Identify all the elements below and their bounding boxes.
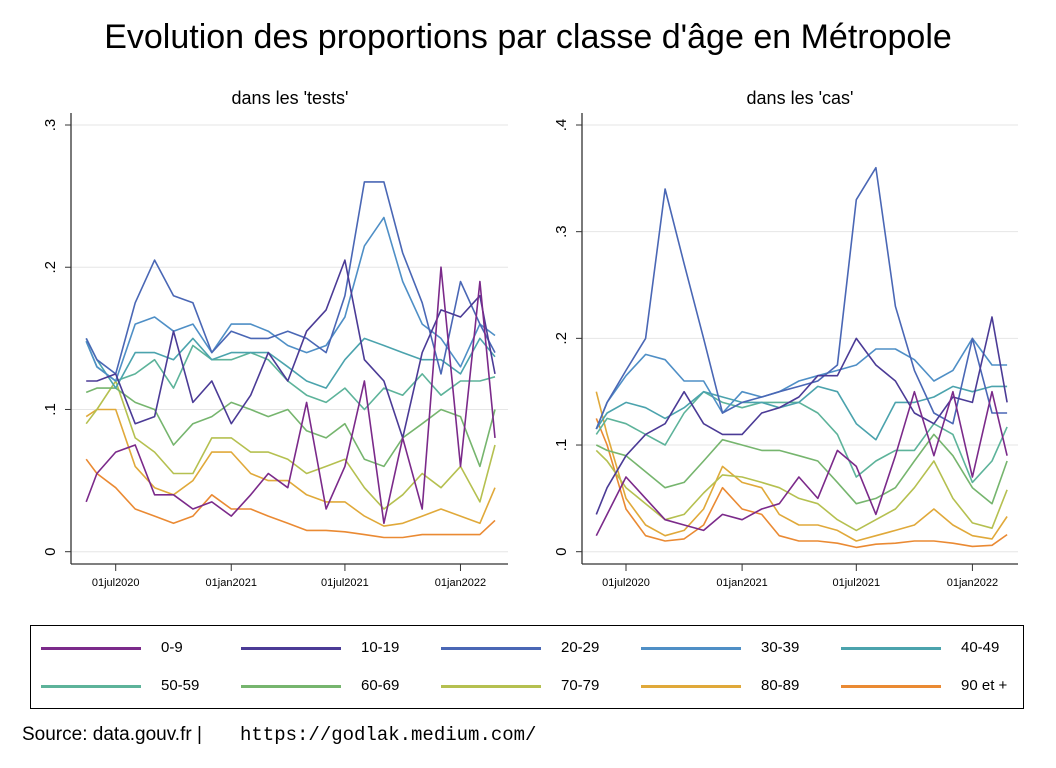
legend-label: 20-29 bbox=[561, 639, 600, 656]
legend-item: 10-19 bbox=[231, 638, 431, 658]
legend-swatch bbox=[641, 647, 741, 650]
x-tick-label: 01jan2022 bbox=[435, 577, 486, 589]
y-tick-label: .1 bbox=[42, 403, 59, 416]
legend-item: 0-9 bbox=[31, 638, 231, 658]
panel-title: dans les 'tests' bbox=[232, 88, 349, 108]
chart-panel-tests: dans les 'tests' 0 .1 .2 .3 01jul2020 01jan202… bbox=[42, 88, 508, 589]
legend-swatch bbox=[241, 647, 341, 650]
series-line-70-79 bbox=[595, 449, 1008, 532]
chart-panel-cas: dans les 'cas' 0 .1 .2 .3 .4 01jul2020 01jan202… bbox=[553, 88, 1018, 589]
x-tick-label: 01jul2020 bbox=[92, 577, 140, 589]
legend-swatch bbox=[41, 685, 141, 688]
legend-label: 0-9 bbox=[161, 639, 183, 656]
y-tick-label: 0 bbox=[42, 548, 59, 556]
y-tick-label: .2 bbox=[553, 332, 570, 345]
series-line-0-9 bbox=[85, 266, 496, 525]
series-line-30-39 bbox=[595, 337, 1008, 430]
legend-label: 60-69 bbox=[361, 677, 400, 694]
y-tick-label: 0 bbox=[553, 548, 570, 556]
legend-item: 60-69 bbox=[231, 676, 431, 696]
legend-label: 90 et + bbox=[961, 677, 1008, 694]
y-tick-label: .1 bbox=[553, 439, 570, 452]
series-line-80-89 bbox=[595, 391, 1008, 542]
source-text: Source: data.gouv.fr | bbox=[22, 724, 202, 745]
source-url[interactable]: https://godlak.medium.com/ bbox=[240, 724, 537, 746]
series-line-20-29 bbox=[595, 166, 1008, 430]
legend-label: 30-39 bbox=[761, 639, 800, 656]
legend-swatch bbox=[441, 647, 541, 650]
x-tick-label: 01jul2020 bbox=[602, 577, 650, 589]
y-tick-label: .2 bbox=[42, 261, 59, 274]
chart-title: Evolution des proportions par classe d'â… bbox=[104, 18, 952, 56]
charts-canvas: dans les 'tests' 0 .1 .2 .3 01jul2020 01jan202… bbox=[42, 88, 1018, 589]
x-tick-label: 01jan2021 bbox=[716, 577, 767, 589]
legend: 0-9 10-19 20-29 30-39 40-49 50-59 60-69 70-79 80… bbox=[30, 625, 1024, 709]
legend-swatch bbox=[41, 647, 141, 650]
x-tick-label: 01jul2021 bbox=[832, 577, 880, 589]
legend-label: 80-89 bbox=[761, 677, 800, 694]
series-line-20-29 bbox=[85, 181, 496, 375]
series-line-40-49 bbox=[595, 385, 1008, 441]
series-line-50-59 bbox=[595, 390, 1008, 484]
legend-swatch bbox=[241, 685, 341, 688]
x-tick-label: 01jan2022 bbox=[947, 577, 998, 589]
series-line-70-79 bbox=[85, 380, 496, 510]
legend-label: 40-49 bbox=[961, 639, 1000, 656]
legend-swatch bbox=[841, 685, 941, 688]
series-line-0-9 bbox=[595, 390, 1008, 537]
y-tick-label: .4 bbox=[553, 119, 570, 132]
legend-item: 80-89 bbox=[631, 676, 831, 696]
legend-label: 10-19 bbox=[361, 639, 400, 656]
series-line-90et bbox=[85, 458, 496, 539]
legend-label: 70-79 bbox=[561, 677, 600, 694]
panel-title: dans les 'cas' bbox=[747, 88, 854, 108]
series-line-80-89 bbox=[85, 408, 496, 527]
legend-item: 20-29 bbox=[431, 638, 631, 658]
series-line-10-19 bbox=[595, 316, 1008, 515]
legend-swatch bbox=[441, 685, 541, 688]
legend-label: 50-59 bbox=[161, 677, 200, 694]
series-line-10-19 bbox=[86, 259, 496, 439]
y-tick-label: .3 bbox=[42, 119, 59, 132]
legend-item: 70-79 bbox=[431, 676, 631, 696]
legend-item: 90 et + bbox=[831, 676, 1031, 696]
legend-item: 30-39 bbox=[631, 638, 831, 658]
legend-item: 40-49 bbox=[831, 638, 1031, 658]
series-line-40-49 bbox=[85, 337, 496, 389]
legend-swatch bbox=[641, 685, 741, 688]
y-tick-label: .3 bbox=[553, 225, 570, 238]
legend-swatch bbox=[841, 647, 941, 650]
legend-item: 50-59 bbox=[31, 676, 231, 696]
series-line-90et bbox=[595, 418, 1008, 549]
x-tick-label: 01jan2021 bbox=[206, 577, 257, 589]
series-line-60-69 bbox=[85, 387, 496, 468]
series-line-60-69 bbox=[595, 433, 1008, 505]
x-tick-label: 01jul2021 bbox=[321, 577, 369, 589]
